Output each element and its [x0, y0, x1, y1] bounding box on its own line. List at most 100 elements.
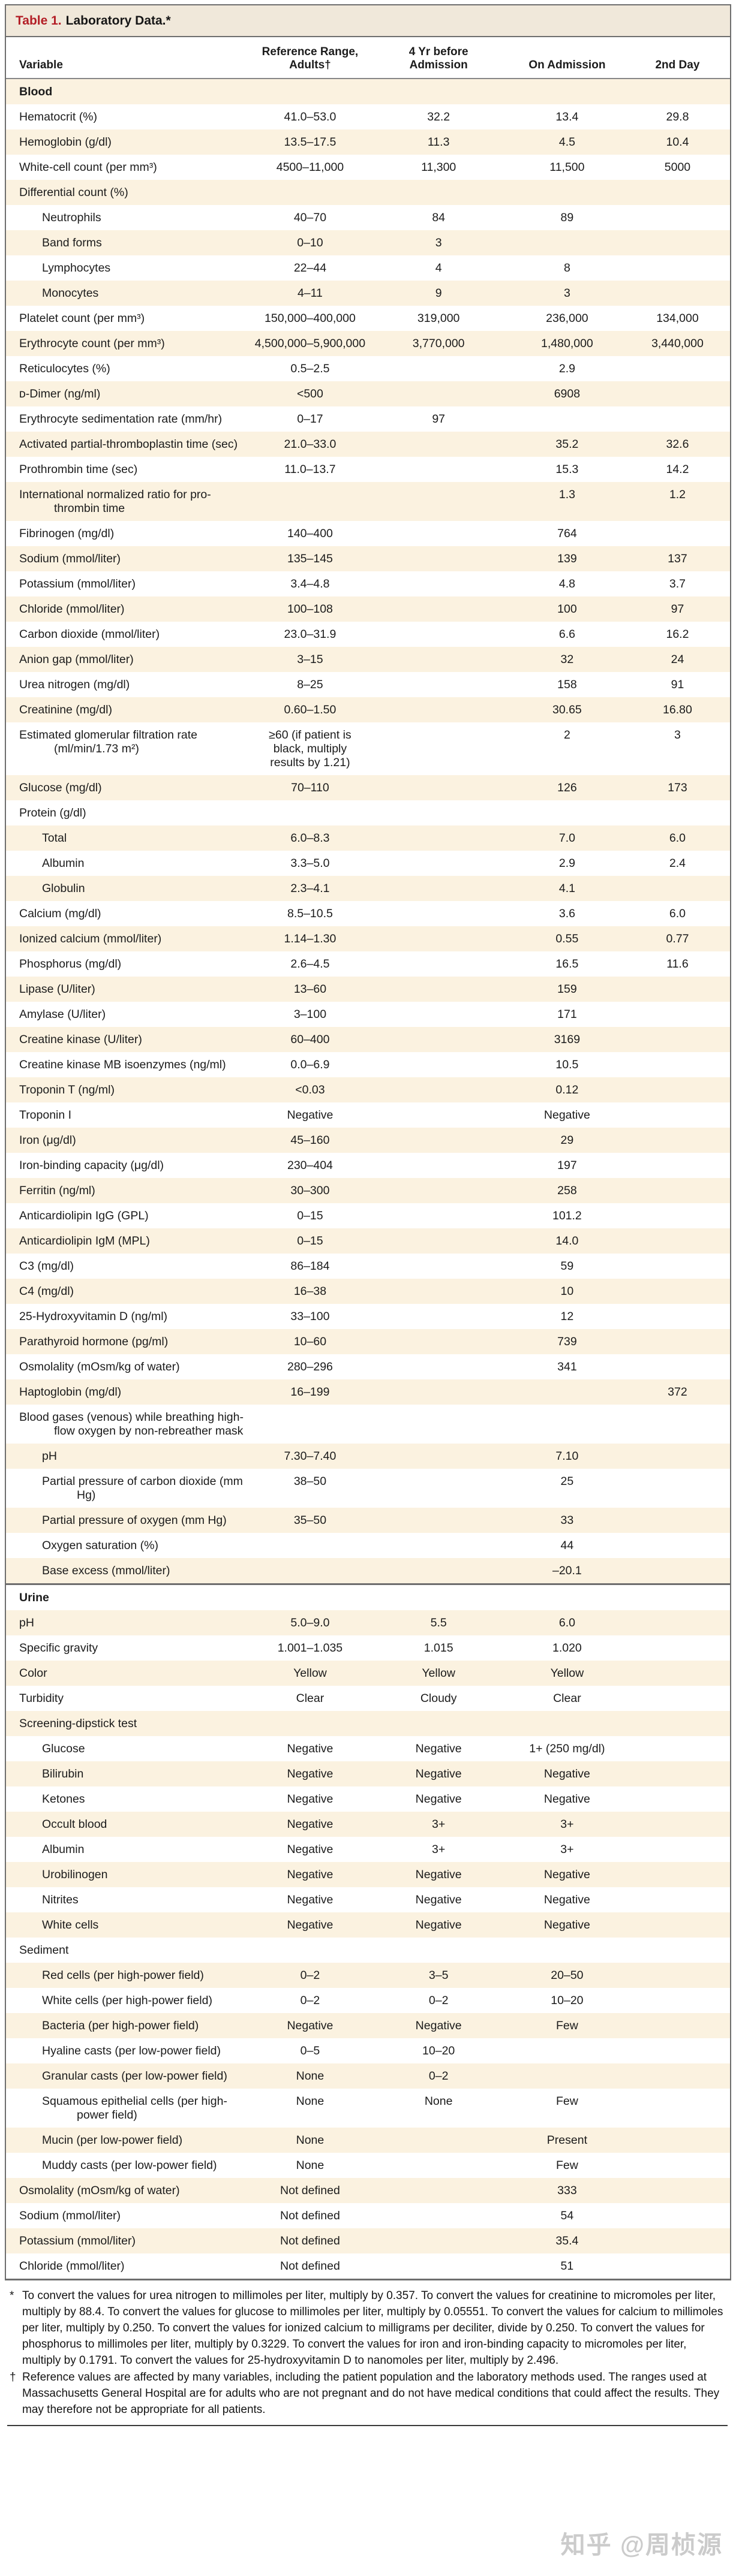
row-label: Muddy casts (per low-power field)	[42, 2159, 217, 2172]
cell-value: 35.2	[555, 438, 579, 451]
table-row: Nitrites Negative Negative Negative	[6, 1887, 730, 1912]
cell-value: Negative	[415, 1918, 462, 1932]
row-label: Iron-binding capacity (μg/dl)	[19, 1159, 164, 1172]
table-row: Amylase (U/liter) 3–100 171	[6, 1002, 730, 1027]
cell-value: 0.5–2.5	[290, 362, 330, 375]
cell-value: 197	[557, 1159, 577, 1172]
cell-value: 4,500,000–5,900,000	[254, 337, 366, 350]
cell-value: 764	[557, 527, 577, 540]
table-row: Creatinine (mg/dl) 0.60–1.50 30.65 16.80	[6, 697, 730, 722]
column-header-2nd-day: 2nd Day	[655, 59, 700, 71]
cell-value: 3.3–5.0	[290, 857, 330, 870]
cell-value: 2.6–4.5	[290, 957, 330, 971]
cell-value: 134,000	[656, 312, 699, 325]
row-label: Total	[42, 831, 67, 845]
cell-value: 3–5	[428, 1969, 449, 1982]
cell-value: 3.4–4.8	[290, 577, 330, 590]
cell-value: 41.0–53.0	[284, 110, 337, 123]
row-label: Erythrocyte count (per mm³)	[19, 337, 165, 350]
table-row: Glucose Negative Negative 1+ (250 mg/dl)	[6, 1736, 730, 1761]
table-row: Reticulocytes (%) 0.5–2.5 2.9	[6, 356, 730, 381]
cell-value: Negative	[543, 1893, 590, 1906]
row-label: Nitrites	[42, 1893, 79, 1906]
table-row: Sediment	[6, 1938, 730, 1963]
cell-value: 1.2	[669, 488, 686, 501]
table-row: Fibrinogen (mg/dl) 140–400 764	[6, 521, 730, 546]
footnote-dagger-text: Reference values are affected by many va…	[22, 2371, 720, 2416]
cell-value: 32	[560, 653, 574, 666]
cell-value: Yellow	[422, 1667, 455, 1680]
row-label: Estimated glomerular filtration rate (ml…	[19, 728, 197, 755]
table-row: Albumin 3.3–5.0 2.9 2.4	[6, 851, 730, 876]
row-label: Lymphocytes	[42, 261, 111, 275]
row-label: Amylase (U/liter)	[19, 1008, 106, 1021]
cell-value: 3	[435, 236, 442, 249]
cell-value: 3+	[560, 1843, 574, 1856]
cell-value: 139	[557, 552, 577, 565]
cell-value: 11,300	[421, 161, 456, 174]
cell-value: 0.55	[555, 932, 579, 945]
cell-value: Yellow	[293, 1667, 327, 1680]
cell-value: 13–60	[293, 983, 327, 996]
cell-value: 10–60	[293, 1335, 327, 1348]
watermark-text: 知乎 @周桢源	[560, 2531, 723, 2559]
cell-value: 33	[560, 1514, 574, 1527]
row-label: Carbon dioxide (mmol/liter)	[19, 628, 160, 641]
table-row: Hematocrit (%) 41.0–53.0 32.2 13.4 29.8	[6, 104, 730, 129]
table-row: Blood	[6, 79, 730, 104]
cell-value: Negative	[287, 1893, 334, 1906]
table-row: Iron (μg/dl) 45–160 29	[6, 1128, 730, 1153]
cell-value: 2.3–4.1	[290, 882, 330, 895]
cell-value: 236,000	[546, 312, 588, 325]
row-label: Creatine kinase MB isoenzymes (ng/ml)	[19, 1058, 226, 1071]
cell-value: 32.6	[666, 438, 689, 451]
cell-value: Negative	[415, 1868, 462, 1881]
row-label: Iron (μg/dl)	[19, 1134, 76, 1147]
cell-value: 97	[432, 412, 446, 426]
cell-value: 11,500	[549, 161, 585, 174]
table-row: Chloride (mmol/liter) Not defined 51	[6, 2253, 730, 2279]
cell-value: Negative	[287, 2019, 334, 2032]
table-row: Base excess (mmol/liter) –20.1	[6, 1558, 730, 1583]
cell-value: 3,440,000	[651, 337, 704, 350]
cell-value: 0.60–1.50	[284, 703, 337, 716]
table-row: Erythrocyte count (per mm³) 4,500,000–5,9…	[6, 331, 730, 356]
table-row: Platelet count (per mm³) 150,000–400,000 3…	[6, 306, 730, 331]
cell-value: None	[296, 2159, 325, 2172]
cell-value: 0.77	[666, 932, 689, 945]
cell-value: Negative	[415, 1767, 462, 1780]
table-row: pH 7.30–7.40 7.10	[6, 1444, 730, 1469]
table-row: Troponin T (ng/ml) <0.03 0.12	[6, 1077, 730, 1102]
cell-value: Clear	[553, 1692, 581, 1705]
cell-value: 5000	[664, 161, 691, 174]
row-label: Hyaline casts (per low-power field)	[42, 2044, 221, 2057]
table-row: Anion gap (mmol/liter) 3–15 32 24	[6, 647, 730, 672]
cell-value: Negative	[287, 1767, 334, 1780]
row-label: Screening-dipstick test	[19, 1717, 137, 1730]
cell-value: 3.6	[558, 907, 575, 920]
cell-value: 258	[557, 1184, 577, 1197]
table-row: Partial pressure of carbon dioxide (mm H…	[6, 1469, 730, 1508]
row-label: Turbidity	[19, 1692, 64, 1705]
cell-value: 158	[557, 678, 577, 691]
cell-value: 2.9	[558, 857, 575, 870]
footnote-reference-values: † Reference values are affected by many …	[7, 2369, 728, 2418]
row-label: Prothrombin time (sec)	[19, 463, 138, 476]
table-row: Protein (g/dl)	[6, 800, 730, 825]
table-row: Haptoglobin (mg/dl) 16–199 372	[6, 1379, 730, 1405]
cell-value: Negative	[543, 1868, 590, 1881]
cell-value: 97	[671, 602, 684, 616]
table-row: Chloride (mmol/liter) 100–108 100 97	[6, 596, 730, 622]
cell-value: 6.0–8.3	[290, 831, 330, 845]
cell-value: 5.0–9.0	[290, 1616, 330, 1629]
row-label: Creatinine (mg/dl)	[19, 703, 112, 716]
cell-value: 11.3	[427, 135, 450, 149]
cell-value: 13.5–17.5	[284, 135, 337, 149]
row-label: Monocytes	[42, 287, 99, 300]
cell-value: ≥60 (if patient is black, multiply resul…	[269, 728, 352, 769]
row-label: Ionized calcium (mmol/liter)	[19, 932, 162, 945]
row-label: pH	[19, 1616, 34, 1629]
row-label: Troponin I	[19, 1108, 72, 1122]
cell-value: Negative	[543, 1792, 590, 1806]
cell-value: 8.5–10.5	[287, 907, 333, 920]
